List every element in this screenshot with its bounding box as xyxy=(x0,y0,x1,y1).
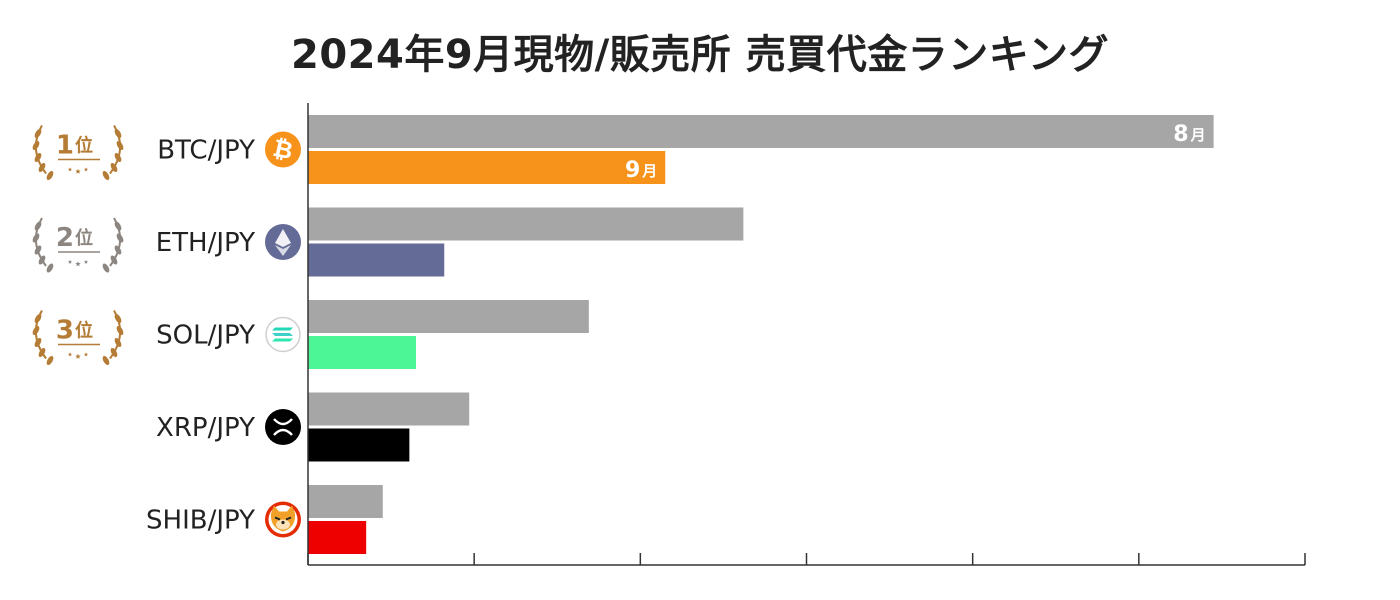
bitcoin-icon: ₿ xyxy=(265,131,301,168)
series-label-1: 月9 xyxy=(625,158,657,183)
category-label: BTC/JPY xyxy=(157,136,255,166)
bar-curr-eth-jpy xyxy=(308,243,445,277)
bar-prev-xrp-jpy xyxy=(308,392,470,426)
svg-text:2: 2 xyxy=(56,223,74,253)
svg-text:月: 月 xyxy=(641,162,657,180)
ethereum-icon xyxy=(265,224,301,260)
solana-icon xyxy=(265,316,301,353)
category-label: ETH/JPY xyxy=(156,228,255,258)
svg-text:月: 月 xyxy=(1190,126,1206,144)
svg-text:9: 9 xyxy=(625,158,640,183)
svg-text:位: 位 xyxy=(75,135,93,157)
svg-text:3: 3 xyxy=(56,316,74,346)
bar-curr-btc-jpy xyxy=(308,151,666,184)
xrp-icon xyxy=(265,409,301,445)
svg-text:8: 8 xyxy=(1173,122,1188,147)
bar-prev-shib-jpy xyxy=(308,485,383,518)
svg-text:1: 1 xyxy=(56,131,74,161)
bar-prev-btc-jpy xyxy=(308,115,1214,148)
chart-title: 2024年9月現物/販売所 売買代金ランキング xyxy=(291,32,1109,78)
bar-curr-xrp-jpy xyxy=(308,428,410,462)
category-label: SOL/JPY xyxy=(156,321,255,351)
bar-prev-eth-jpy xyxy=(308,207,744,241)
bar-prev-sol-jpy xyxy=(308,300,589,333)
shiba-inu-icon xyxy=(265,501,301,538)
bar-curr-shib-jpy xyxy=(308,521,367,554)
category-label: SHIB/JPY xyxy=(146,506,255,536)
svg-text:位: 位 xyxy=(75,227,93,249)
series-label-0: 月8 xyxy=(1173,122,1205,147)
bar-curr-sol-jpy xyxy=(308,336,417,369)
category-label: XRP/JPY xyxy=(156,413,255,443)
svg-text:位: 位 xyxy=(75,320,93,342)
